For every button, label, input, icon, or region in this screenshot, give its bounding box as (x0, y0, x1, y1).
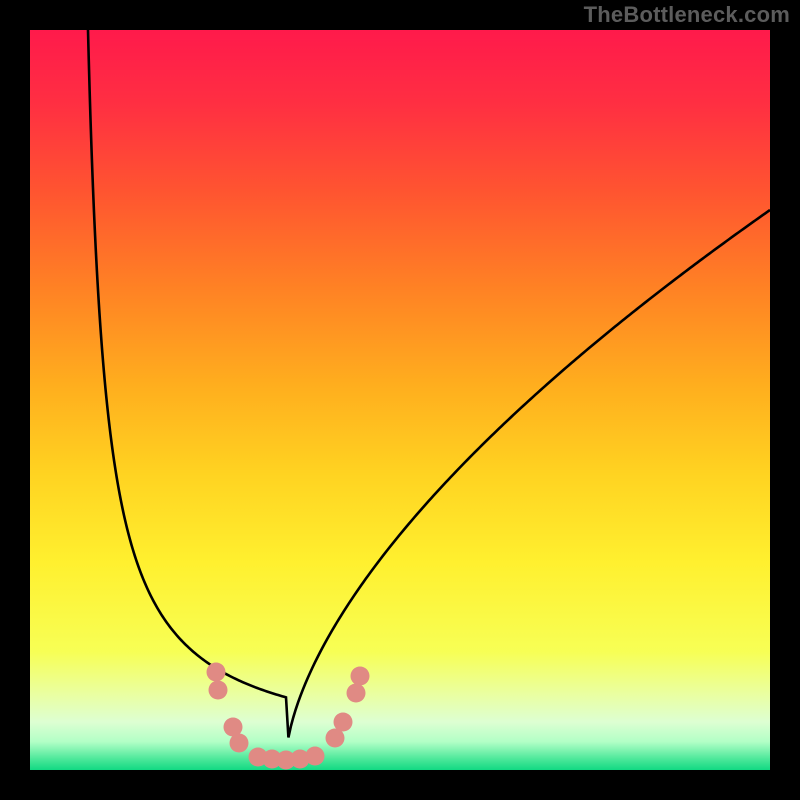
curve-marker (207, 663, 226, 682)
curve-marker (306, 747, 325, 766)
chart-root: TheBottleneck.com (0, 0, 800, 800)
bottleneck-chart (0, 0, 800, 800)
plot-area (30, 30, 770, 770)
curve-marker (351, 667, 370, 686)
curve-marker (209, 681, 228, 700)
curve-marker (334, 713, 353, 732)
watermark-text: TheBottleneck.com (584, 2, 790, 28)
curve-marker (230, 734, 249, 753)
curve-marker (347, 684, 366, 703)
